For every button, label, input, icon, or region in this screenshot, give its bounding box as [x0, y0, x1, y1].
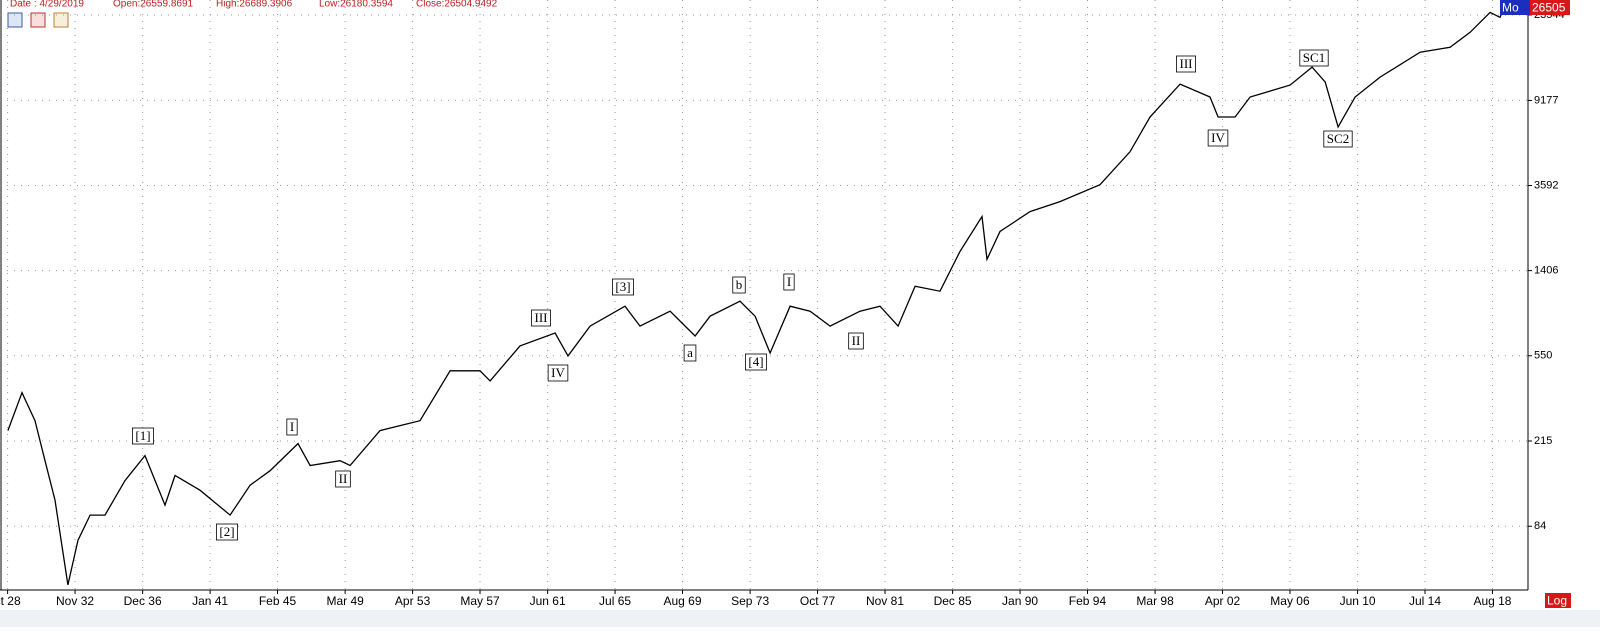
wave-label-text: a — [687, 345, 693, 360]
x-tick-label: Oct 77 — [800, 594, 836, 608]
x-tick-label: Jun 61 — [530, 594, 566, 608]
wave-label-box — [612, 278, 634, 296]
mode-badge: Mo — [1502, 1, 1519, 15]
wave-label: II — [848, 332, 864, 350]
wave-label-text: II — [339, 471, 348, 486]
wave-label-box — [1299, 49, 1329, 67]
wave-label-box — [783, 273, 795, 291]
header-close: Close:26504.9492 — [416, 0, 498, 10]
x-tick-label: Nov 32 — [56, 594, 94, 608]
scale-badge-box — [1545, 593, 1571, 608]
x-tick-label: Feb 45 — [259, 594, 297, 608]
wave-label: SC2 — [1323, 130, 1353, 148]
y-tick-label: 1406 — [1534, 265, 1558, 277]
header-low: Low:26180.3594 — [319, 0, 393, 10]
x-tick-label: Dec 36 — [124, 594, 162, 608]
wave-label-text: I — [290, 419, 294, 434]
scale-badge: Log — [1547, 594, 1567, 608]
wave-label: I — [783, 273, 795, 291]
wave-label-box — [1323, 130, 1353, 148]
wave-label-text: IV — [551, 365, 565, 380]
x-tick-label: Mar 49 — [326, 594, 364, 608]
wave-label-text: III — [1180, 56, 1193, 71]
x-tick-label: Feb 94 — [1069, 594, 1107, 608]
wave-label: III — [1176, 55, 1196, 73]
x-tick-label: Apr 53 — [395, 594, 431, 608]
x-tick-label: Dec 85 — [934, 594, 972, 608]
header-date: Date : 4/29/2019 — [10, 0, 84, 10]
toolbar — [7, 12, 69, 28]
wave-label: III — [531, 309, 551, 327]
wave-label-box — [531, 309, 551, 327]
price-badge: 26505 — [1532, 1, 1566, 15]
x-tick-label: Jun 10 — [1340, 594, 1376, 608]
wave-label-box — [745, 353, 767, 371]
wave-label-text: II — [852, 333, 861, 348]
x-tick-label: May 57 — [460, 594, 500, 608]
x-tick-label: Jul 65 — [599, 594, 631, 608]
y-tick-label: 84 — [1534, 520, 1546, 532]
wave-label-text: [2] — [219, 524, 234, 539]
wave-label-box — [683, 344, 697, 362]
wave-label-box — [547, 364, 569, 382]
wave-label: a — [683, 344, 697, 362]
wave-label-box — [286, 418, 298, 436]
wave-label: [4] — [745, 353, 767, 371]
x-tick-label: Apr 02 — [1205, 594, 1241, 608]
price-badge-box — [1530, 0, 1570, 15]
wave-label-box — [335, 470, 351, 488]
header-open: Open:26559.8691 — [113, 0, 194, 10]
wave-label-box — [1176, 55, 1196, 73]
wave-label: I — [286, 418, 298, 436]
tool-icon[interactable] — [7, 12, 23, 28]
wave-label: b — [732, 276, 746, 294]
wave-label-text: [3] — [615, 279, 630, 294]
tool-icon[interactable] — [53, 12, 69, 28]
wave-label: [2] — [216, 523, 238, 541]
x-tick-label: Jul 14 — [1409, 594, 1441, 608]
x-tick-label: Aug 18 — [1473, 594, 1511, 608]
y-tick-label: 550 — [1534, 350, 1552, 362]
wave-label-box — [216, 523, 238, 541]
tool-icon[interactable] — [30, 12, 46, 28]
price-line — [7, 3, 1506, 586]
wave-label: SC1 — [1299, 49, 1329, 67]
wave-label-box — [848, 332, 864, 350]
x-tick-label: May 06 — [1270, 594, 1310, 608]
header-high: High:26689.3906 — [216, 0, 293, 10]
x-tick-label: Aug 69 — [663, 594, 701, 608]
wave-label-text: IV — [1211, 130, 1225, 145]
wave-label-box — [1207, 129, 1229, 147]
y-tick-label: 3592 — [1534, 179, 1558, 191]
wave-label: IV — [547, 364, 569, 382]
wave-label-text: b — [736, 277, 743, 292]
x-tick-label: Sep 73 — [731, 594, 769, 608]
x-tick-label: ct 28 — [0, 594, 21, 608]
x-tick-label: Mar 98 — [1136, 594, 1174, 608]
mode-badge-box — [1500, 0, 1530, 15]
wave-label-text: SC1 — [1303, 50, 1325, 65]
wave-label-text: [1] — [135, 428, 150, 443]
x-tick-label: Nov 81 — [866, 594, 904, 608]
y-tick-label: 215 — [1534, 435, 1552, 447]
wave-label: [3] — [612, 278, 634, 296]
wave-label: II — [335, 470, 351, 488]
wave-label-text: III — [535, 310, 548, 325]
scrollbar[interactable] — [0, 610, 1600, 627]
wave-label-text: [4] — [748, 354, 763, 369]
wave-label-text: SC2 — [1327, 131, 1349, 146]
wave-label: IV — [1207, 129, 1229, 147]
wave-label-text: I — [787, 274, 791, 289]
wave-label: [1] — [132, 427, 154, 445]
wave-label-box — [132, 427, 154, 445]
wave-label-box — [732, 276, 746, 294]
x-tick-label: Jan 90 — [1002, 594, 1038, 608]
y-tick-label: 9177 — [1534, 94, 1558, 106]
x-tick-label: Jan 41 — [192, 594, 228, 608]
